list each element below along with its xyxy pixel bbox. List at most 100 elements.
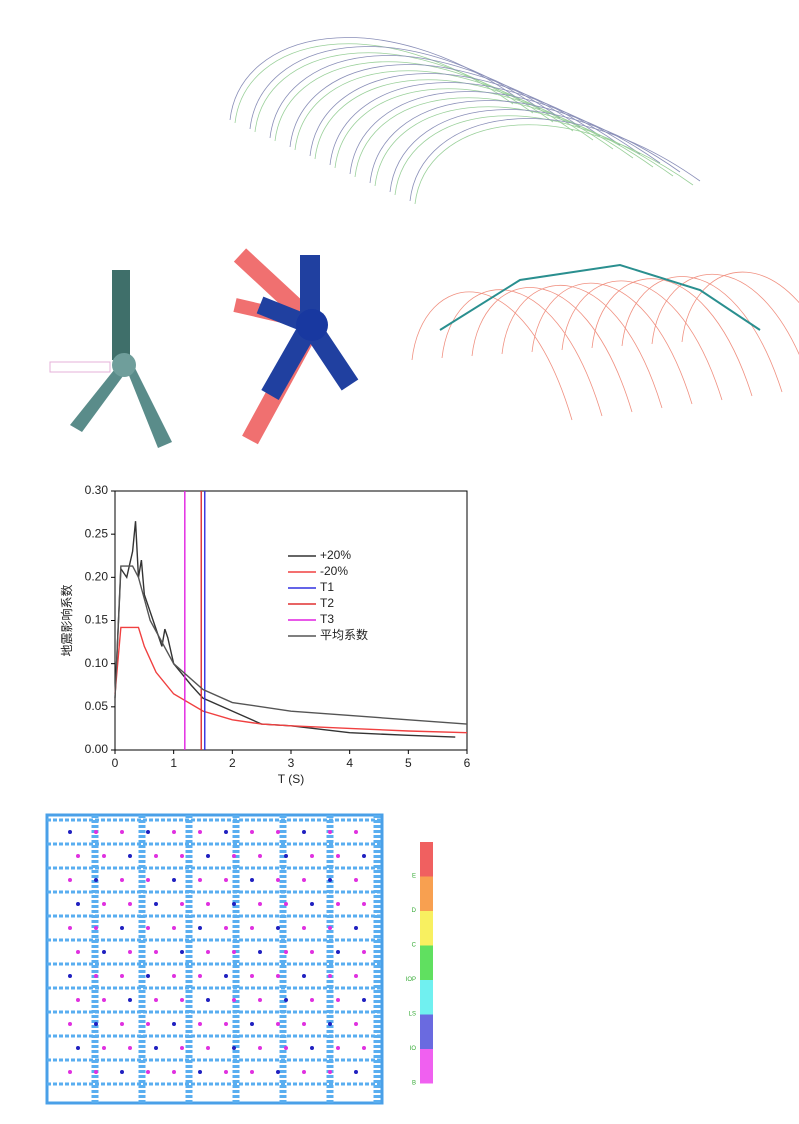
hinge bbox=[328, 1022, 332, 1026]
y-tick-label: 0.25 bbox=[85, 526, 109, 540]
hinge bbox=[224, 878, 228, 882]
legend-level: B bbox=[412, 1081, 416, 1087]
arch-rib bbox=[591, 278, 753, 397]
hinge bbox=[172, 974, 176, 978]
hinge bbox=[128, 1046, 132, 1050]
hinge bbox=[94, 1022, 98, 1026]
hinge bbox=[120, 830, 124, 834]
arch-rib bbox=[621, 276, 783, 393]
hinge bbox=[232, 998, 236, 1002]
arch-model-right bbox=[411, 263, 799, 421]
hinge bbox=[198, 926, 202, 930]
hinge bbox=[362, 950, 366, 954]
y-tick-label: 0.30 bbox=[85, 483, 109, 497]
hinge bbox=[310, 1046, 314, 1050]
hinge bbox=[258, 950, 262, 954]
series-line bbox=[114, 565, 468, 725]
hinge bbox=[276, 974, 280, 978]
arch-rib bbox=[394, 115, 674, 196]
arch-rib bbox=[501, 285, 663, 409]
plastic-hinge-plan bbox=[45, 813, 384, 1105]
hinge bbox=[68, 1022, 72, 1026]
hinge bbox=[76, 998, 80, 1002]
hinge bbox=[276, 926, 280, 930]
hinge bbox=[310, 950, 314, 954]
hinge bbox=[336, 950, 340, 954]
hinge bbox=[224, 926, 228, 930]
hinge bbox=[310, 902, 314, 906]
hinge bbox=[198, 1022, 202, 1026]
arch-model-top bbox=[229, 37, 701, 205]
hinge bbox=[120, 1070, 124, 1074]
y-tick-label: 0.05 bbox=[85, 699, 109, 713]
hinge bbox=[102, 950, 106, 954]
hinge bbox=[128, 902, 132, 906]
hinge bbox=[94, 1070, 98, 1074]
hinge bbox=[232, 854, 236, 858]
hinge bbox=[180, 1046, 184, 1050]
hinge bbox=[120, 974, 124, 978]
hinge bbox=[362, 902, 366, 906]
hinge bbox=[198, 974, 202, 978]
y-tick-label: 0.00 bbox=[85, 742, 109, 756]
hinge bbox=[336, 1046, 340, 1050]
hinge bbox=[68, 926, 72, 930]
arch-rib bbox=[369, 100, 661, 184]
hinge bbox=[232, 1046, 236, 1050]
hinge bbox=[250, 830, 254, 834]
hinge bbox=[250, 878, 254, 882]
hinge bbox=[224, 1070, 228, 1074]
hinge bbox=[336, 854, 340, 858]
hinge bbox=[206, 1046, 210, 1050]
hinge bbox=[362, 854, 366, 858]
hinge bbox=[328, 878, 332, 882]
series-line bbox=[114, 626, 468, 734]
x-tick-label: 1 bbox=[170, 756, 177, 770]
hinge bbox=[146, 1022, 150, 1026]
legend-level: LS bbox=[409, 1012, 416, 1018]
arch-rib bbox=[441, 289, 603, 417]
arch-rib bbox=[531, 282, 693, 405]
y-tick-label: 0.10 bbox=[85, 656, 109, 670]
hinge bbox=[172, 830, 176, 834]
node-model-1 bbox=[49, 270, 172, 448]
hinge bbox=[172, 878, 176, 882]
hinge bbox=[276, 878, 280, 882]
hinge bbox=[328, 1070, 332, 1074]
legend-band bbox=[420, 1014, 433, 1049]
y-axis-label: 地震影响系数 bbox=[59, 584, 74, 656]
hinge bbox=[68, 1070, 72, 1074]
legend-level: D bbox=[412, 908, 417, 914]
hinge bbox=[180, 950, 184, 954]
hinge bbox=[76, 1046, 80, 1050]
hinge bbox=[250, 926, 254, 930]
legend-level: C bbox=[412, 943, 417, 949]
hinge bbox=[284, 1046, 288, 1050]
hinge bbox=[102, 998, 106, 1002]
x-tick-label: 4 bbox=[346, 756, 353, 770]
hinge bbox=[354, 830, 358, 834]
hinge bbox=[146, 830, 150, 834]
hinge bbox=[276, 1022, 280, 1026]
legend-label: T1 bbox=[320, 580, 334, 594]
hinge bbox=[94, 878, 98, 882]
arch-rib bbox=[411, 291, 573, 421]
hinge bbox=[154, 998, 158, 1002]
hinge bbox=[172, 926, 176, 930]
hinge bbox=[128, 950, 132, 954]
x-tick-label: 0 bbox=[112, 756, 119, 770]
hinge bbox=[258, 854, 262, 858]
hinge bbox=[102, 854, 106, 858]
hinge bbox=[302, 830, 306, 834]
hinge bbox=[102, 902, 106, 906]
hinge bbox=[354, 878, 358, 882]
hinge bbox=[180, 998, 184, 1002]
hinge bbox=[68, 830, 72, 834]
hinge bbox=[154, 1046, 158, 1050]
hinge bbox=[284, 902, 288, 906]
hinge bbox=[284, 998, 288, 1002]
hinge bbox=[128, 854, 132, 858]
arch-rib bbox=[561, 280, 723, 401]
hinge bbox=[198, 878, 202, 882]
